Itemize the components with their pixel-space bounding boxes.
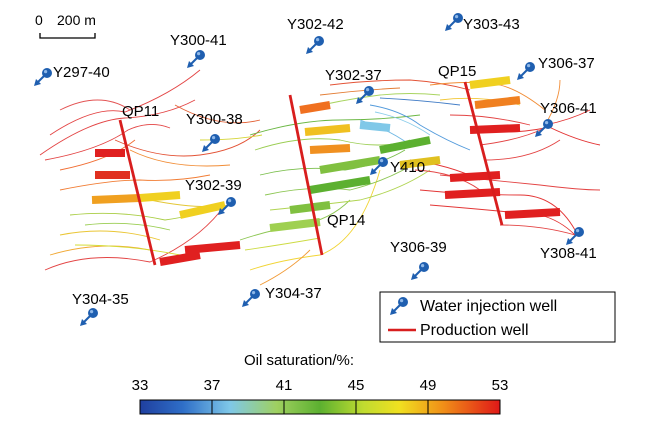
well-label-y306-41: Y306-41 — [540, 100, 597, 117]
production-well-labels: QP11 QP14 QP15 — [122, 63, 476, 229]
colorbar-tick-label: 37 — [204, 377, 221, 394]
legend-injection-symbol — [390, 297, 408, 315]
water-injection-well-marker — [356, 86, 374, 104]
well-label-y297-40: Y297-40 — [53, 64, 110, 81]
colorbar-tick-label: 45 — [348, 377, 365, 394]
well-label-y300-38: Y300-38 — [186, 111, 243, 128]
water-injection-well-marker — [187, 50, 205, 68]
legend-injection-label: Water injection well — [420, 298, 557, 315]
water-injection-well-marker — [411, 262, 429, 280]
colorbar-tick-label: 53 — [492, 377, 509, 394]
well-label-y302-37: Y302-37 — [325, 67, 382, 84]
water-injection-well-marker — [306, 36, 324, 54]
water-injection-well-marker — [370, 157, 388, 175]
colorbar-tick-label: 49 — [420, 377, 437, 394]
water-injection-well-marker — [218, 197, 236, 215]
colorbar-title: Oil saturation/%: — [244, 352, 354, 369]
well-label-y308-41: Y308-41 — [540, 245, 597, 262]
scale-bar-length-label: 200 m — [57, 12, 96, 28]
well-label-y304-37: Y304-37 — [265, 285, 322, 302]
well-label-qp15: QP15 — [438, 63, 476, 80]
colorbar-tick-labels: 33 37 41 45 49 53 — [132, 377, 509, 394]
production-well-qp11-line — [118, 119, 157, 266]
production-well-qp15-line — [463, 81, 504, 226]
well-label-y304-35: Y304-35 — [72, 291, 129, 308]
water-injection-well-marker — [566, 227, 584, 245]
water-injection-wells — [34, 13, 584, 326]
well-label-y306-37: Y306-37 — [538, 55, 595, 72]
water-injection-well-marker — [517, 62, 535, 80]
injection-well-labels: Y297-40 Y300-41 Y302-42 Y303-43 Y306-37 … — [53, 16, 597, 308]
well-label-y302-39: Y302-39 — [185, 177, 242, 194]
legend-production-label: Production well — [420, 322, 529, 339]
well-label-y306-39: Y306-39 — [390, 239, 447, 256]
colorbar-gradient — [139, 399, 501, 415]
well-label-y302-42: Y302-42 — [287, 16, 344, 33]
scale-bar-zero-label: 0 — [35, 12, 43, 28]
water-injection-well-marker — [445, 13, 463, 31]
well-label-y303-43: Y303-43 — [463, 16, 520, 33]
water-injection-well-marker — [242, 289, 260, 307]
well-label-qp11: QP11 — [122, 103, 159, 120]
water-injection-well-marker — [80, 308, 98, 326]
colorbar-tick-label: 33 — [132, 377, 149, 394]
water-injection-well-marker — [202, 134, 220, 152]
water-injection-well-marker — [34, 68, 52, 86]
well-label-qp14: QP14 — [327, 212, 365, 229]
colorbar-tick-label: 41 — [276, 377, 293, 394]
water-injection-well-marker — [535, 119, 553, 137]
production-wells — [118, 81, 504, 266]
scale-bar: 0 200 m — [35, 12, 96, 39]
production-well-qp14-line — [288, 94, 324, 256]
saturation-bands — [91, 76, 561, 266]
well-label-y300-41: Y300-41 — [170, 32, 227, 49]
colorbar: Oil saturation/%: 33 37 41 45 49 53 — [132, 352, 509, 415]
legend: Water injection well Production well — [379, 291, 616, 343]
well-label-y410: Y410 — [390, 159, 425, 176]
colorbar-dividers — [211, 400, 429, 414]
